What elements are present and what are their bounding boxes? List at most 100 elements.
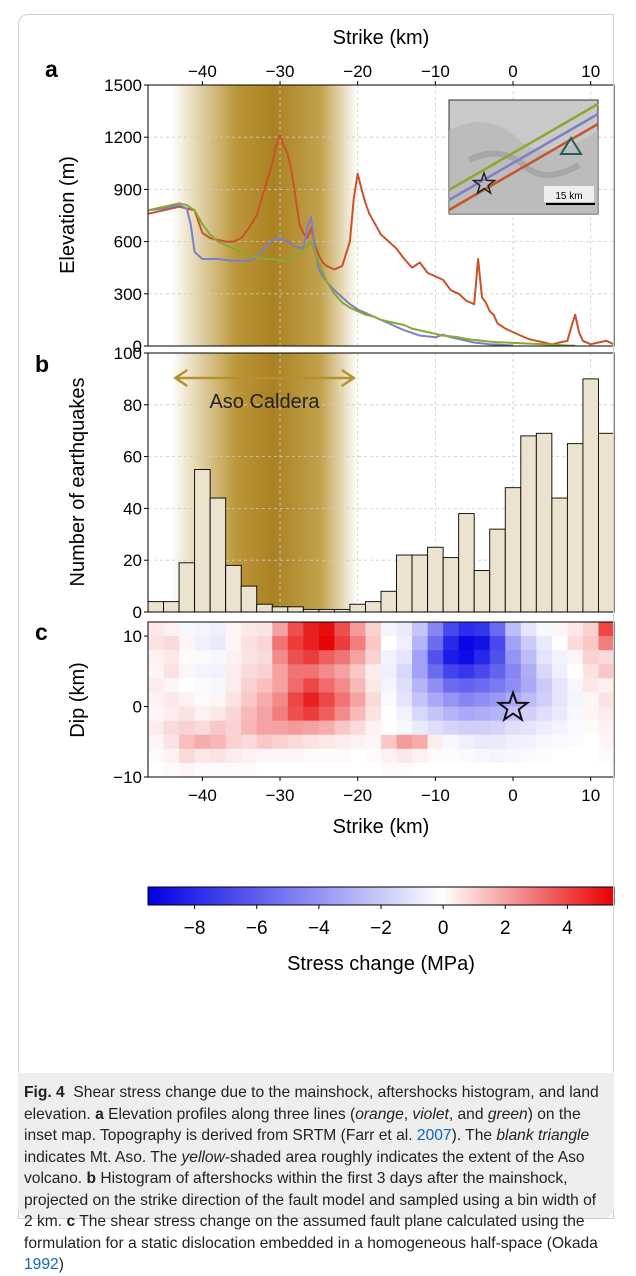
stress-cell [163,692,180,707]
stress-cell [179,720,195,736]
stress-cell [256,720,273,736]
stress-cell [163,678,180,693]
y-tick-label-b: 100 [114,344,142,363]
caption-sep: , [403,1105,413,1123]
stress-cell [551,636,568,651]
stress-cell [598,706,614,722]
stress-cell [598,650,614,665]
stress-cell [163,748,180,764]
stress-cell [334,734,351,750]
stress-cell [256,748,273,764]
stress-cell [272,720,289,736]
stress-cell [287,622,304,637]
elevation-lines [148,134,614,346]
stress-cell [303,636,320,651]
stress-cell [241,678,258,693]
stress-cell [241,622,258,637]
y-tick-label-c: 0 [133,698,142,717]
stress-cell [179,762,195,777]
inset-scale-bg [544,186,594,202]
stress-cell [582,720,599,736]
stress-cells [148,622,614,777]
stress-cell [412,664,428,679]
panel-c-stress: −10 0 10 −40 −30 −20 −10 0 10 Strike (km) Dip (km)… [35,619,615,838]
citation-link-farr[interactable]: 2007 [416,1127,452,1144]
inset-ridge [467,150,581,178]
stress-cell [241,650,258,665]
stress-cell [334,692,351,707]
stress-cell [210,664,227,679]
stress-cell [225,622,242,637]
stress-cell [272,762,289,777]
panel-a-elevation: 15 km 0 300 600 900 1200 1500 −40 −30 −20 −10 0 10 St… [45,27,615,356]
colorbar-tick-label: 2 [500,918,511,939]
stress-cell [318,720,335,736]
elevation-line-orange [148,134,614,346]
stress-cell [241,748,258,764]
caption-a-letter: a [95,1105,104,1123]
stress-cell [489,678,506,693]
stress-cell [443,748,460,764]
stress-cell [349,692,366,707]
histogram-bar [163,601,180,612]
stress-cell [520,664,537,679]
stress-cell [489,636,506,651]
histogram-bar [365,601,382,612]
stress-cell [179,622,195,637]
stress-cell [381,748,397,764]
stress-cell [443,762,460,777]
stress-cell [567,720,584,736]
stress-cell [179,748,195,764]
stress-cell [427,762,444,777]
stress-cell [194,720,211,736]
histogram-bar [178,562,196,612]
stress-cell [396,748,413,764]
stress-cell [598,692,614,707]
stress-cell [349,706,366,722]
stress-cell [474,762,491,777]
stress-cell [163,720,180,736]
stress-cell [396,762,413,777]
epicenter-star-icon [471,170,497,195]
x-tick-label-bottom: −10 [421,786,450,805]
stress-cell [287,734,304,750]
stress-cell [225,762,242,777]
stress-cell [458,678,475,693]
stress-cell [334,678,351,693]
stress-cell [582,762,599,777]
stress-cell [505,762,522,777]
stress-cell [334,748,351,764]
stress-cell [505,622,522,637]
y-axis-title-b: Number of earthquakes [67,377,89,586]
stress-cell [551,748,568,764]
histogram-bars [148,378,614,612]
stress-cell [567,664,584,679]
stress-cell [536,748,553,764]
stress-cell [598,622,614,637]
stress-cell [334,664,351,679]
y-tick-label-a: 1200 [104,128,142,147]
stress-cell [365,664,382,679]
histogram-bar [148,601,164,612]
elevation-line-green [148,202,576,346]
stress-cell [256,692,273,707]
y-tick-label-a: 1500 [104,76,142,95]
citation-link-okada[interactable]: 1992 [24,1256,59,1273]
stress-cell [520,650,537,665]
stress-cell [148,664,164,679]
y-tick-label-c: −10 [113,768,142,787]
stress-cell [318,748,335,764]
stress-cell [163,734,180,750]
histogram-bar [271,606,289,612]
inset-scale-label: 15 km [555,191,582,202]
panel-b-histogram: Aso Caldera 0 20 40 60 80 100 Number of earthqu… [35,344,615,622]
stress-cell [365,636,382,651]
x-tick-label-top: −10 [421,62,450,81]
stress-cell [505,720,522,736]
stress-cell [349,622,366,637]
colorbar-tick-label: −4 [308,918,330,939]
stress-cell [287,720,304,736]
stress-cell [210,762,227,777]
stress-cell [458,762,475,777]
